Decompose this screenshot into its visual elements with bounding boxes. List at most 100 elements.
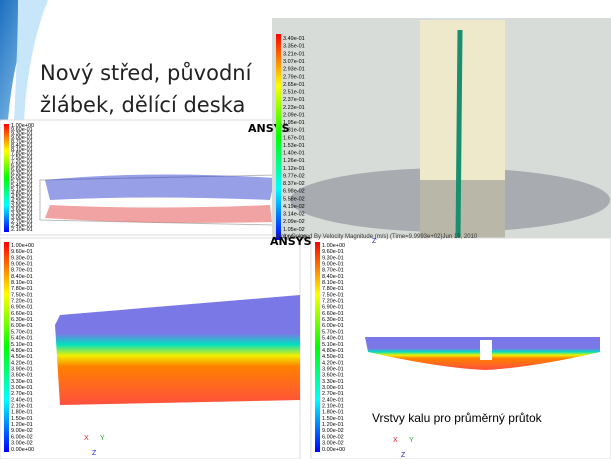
colorbar-label: 3.07e-01 (283, 59, 305, 65)
title: žlábek, dělící deska (40, 93, 245, 117)
colorbar-label: 8.40e-01 (322, 274, 344, 280)
colorbar-label: 1.40e-01 (283, 151, 305, 157)
colorbar-label: 9.30e-01 (11, 255, 33, 261)
colorbar-label: 4.80e-01 (322, 348, 344, 354)
colorbar-label: 5.40e-01 (11, 336, 33, 342)
colorbar-label: 6.00e-02 (322, 434, 344, 440)
colorbar-label: 3.21e-01 (283, 51, 305, 57)
colorbar-label: 4.19e-02 (283, 204, 305, 210)
colorbar-label: 3.60e-01 (322, 373, 344, 379)
colorbar-label: 2.51e-01 (283, 90, 305, 96)
colorbar-label: 9.30e-01 (322, 255, 344, 261)
colorbar-label: 4.20e-01 (322, 360, 344, 366)
colorbar-label: 4.50e-01 (322, 354, 344, 360)
axis-label: Y (100, 435, 105, 442)
vectors (45, 174, 275, 200)
colorbar (276, 34, 281, 240)
colorbar-label: 3.00e-01 (322, 385, 344, 391)
colorbar-label: 2.09e-02 (283, 219, 305, 225)
colorbar-label: 6.30e-01 (322, 317, 344, 323)
colorbar-label: 8.37e-02 (283, 181, 305, 187)
colorbar-label: 3.35e-01 (283, 44, 305, 50)
slide: Nový střed, původní žlábek, dělící deska… (0, 0, 611, 459)
colorbar-label: 8.10e-01 (322, 280, 344, 286)
colorbar-label: 9.60e-01 (322, 249, 344, 255)
colorbar-label: 3.49e-01 (283, 36, 305, 42)
colorbar (315, 242, 320, 452)
colorbar-label: 6.60e-01 (11, 311, 33, 317)
colorbar-label: 2.40e-01 (322, 397, 344, 403)
colorbar-label: 7.50e-01 (11, 292, 33, 298)
colorbar-label: 0.00e+00 (322, 447, 345, 453)
axis-label: X (84, 435, 89, 442)
colorbar-label: 1.20e-01 (322, 422, 344, 428)
title: Nový střed, původní (40, 61, 253, 85)
colorbar-label: 1.50e-01 (322, 416, 344, 422)
colorbar-label: 2.93e-01 (283, 67, 305, 73)
colorbar-label: 9.00e-01 (322, 261, 344, 267)
colorbar-label: 5.58e-02 (283, 196, 305, 202)
geometry (420, 180, 505, 240)
colorbar-label: 2.10e-01 (11, 404, 33, 410)
colorbar-label: 1.05e-02 (283, 227, 305, 233)
colorbar-label: 1.67e-01 (283, 135, 305, 141)
colorbar-label: 5.10e-01 (11, 342, 33, 348)
colorbar-label: 8.40e-01 (11, 274, 33, 280)
geometry (480, 340, 492, 360)
colorbar-label: 3.30e-01 (322, 379, 344, 385)
colorbar-label: 3.30e-01 (11, 379, 33, 385)
colorbar-label: 5.40e-01 (322, 336, 344, 342)
colorbar-label: 1.26e-01 (283, 158, 305, 164)
colorbar-label: 7.80e-01 (322, 286, 344, 292)
colorbar-label: 8.10e-01 (11, 280, 33, 286)
colorbar-label: 5.10e-01 (322, 342, 344, 348)
page: {"title_lines": ["Nový střed, původní", … (0, 0, 611, 459)
colorbar-label: 4.50e-01 (11, 354, 33, 360)
colorbar (4, 124, 9, 232)
colorbar-label: 9.00e-02 (322, 428, 344, 434)
colorbar-label: 3.00e-02 (322, 441, 344, 447)
colorbar-label: 6.90e-01 (322, 305, 344, 311)
colorbar-label: 9.77e-02 (283, 173, 305, 179)
colorbar-label: 1.95e-01 (283, 120, 305, 126)
colorbar-label: 2.10e-01 (322, 404, 344, 410)
colorbar (4, 242, 9, 452)
axis-label: Y (409, 437, 414, 444)
colorbar-label: 7.80e-01 (11, 286, 33, 292)
colorbar-label: 1.80e-01 (11, 410, 33, 416)
colorbar-label: 2.10e-01 (11, 227, 33, 233)
colorbar-label: 7.50e-01 (322, 292, 344, 298)
colorbar-label: 1.53e-01 (283, 143, 305, 149)
colorbar-label: 2.70e-01 (11, 391, 33, 397)
colorbar-label: 8.70e-01 (11, 268, 33, 274)
colorbar-label: 2.70e-01 (322, 391, 344, 397)
axis-label: Z (92, 450, 97, 457)
colorbar-label: 6.98e-02 (283, 189, 305, 195)
colorbar-label: 2.65e-01 (283, 82, 305, 88)
colorbar-label: 3.00e-01 (11, 385, 33, 391)
colorbar-label: 2.79e-01 (283, 74, 305, 80)
colorbar-label: 1.00e+00 (11, 243, 34, 249)
colorbar-label: 2.23e-01 (283, 105, 305, 111)
colorbar-label: 3.90e-01 (322, 366, 344, 372)
colorbar-label: 9.60e-01 (11, 249, 33, 255)
colorbar-label: 0.00e+00 (11, 447, 34, 453)
colorbar-label: 1.80e-01 (322, 410, 344, 416)
colorbar-label: 1.50e-01 (11, 416, 33, 422)
colorbar-label: 3.60e-01 (11, 373, 33, 379)
logo: ANSYS (270, 235, 312, 248)
colorbar-label: 9.00e-01 (11, 261, 33, 267)
colorbar-label: 3.00e-02 (11, 441, 33, 447)
colorbar-label: 7.20e-01 (322, 299, 344, 305)
colorbar-label: 3.90e-01 (11, 366, 33, 372)
colorbar-label: 5.70e-01 (322, 329, 344, 335)
colorbar-label: 6.30e-01 (11, 317, 33, 323)
colorbar-label: 1.81e-01 (283, 128, 305, 134)
colorbar-label: 6.00e-01 (11, 323, 33, 329)
colorbar-label: 6.90e-01 (11, 305, 33, 311)
colorbar-label: 5.70e-01 (11, 329, 33, 335)
colorbar-label: 2.09e-01 (283, 112, 305, 118)
colorbar-label: 2.40e-01 (11, 397, 33, 403)
colorbar-label: 7.20e-01 (11, 299, 33, 305)
vectors (458, 30, 460, 240)
